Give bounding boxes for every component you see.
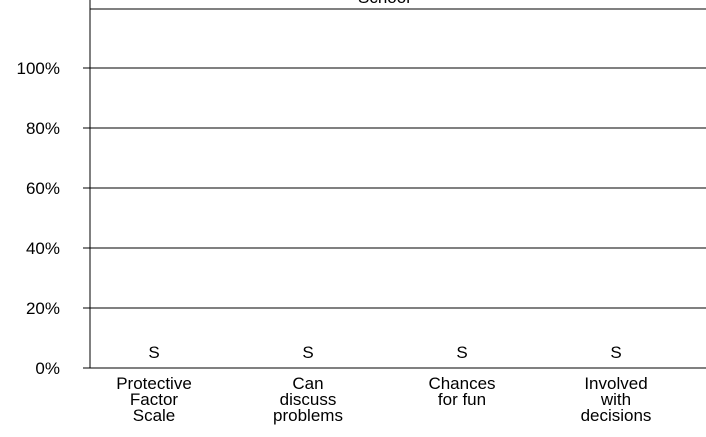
y-tick-label: 0% <box>35 359 60 378</box>
data-label: S <box>610 343 621 362</box>
y-tick-label: 60% <box>26 179 60 198</box>
chart-title: School <box>358 0 410 7</box>
y-tick-label: 100% <box>17 59 60 78</box>
y-tick-label: 20% <box>26 299 60 318</box>
data-label: S <box>148 343 159 362</box>
y-tick-label: 40% <box>26 239 60 258</box>
data-label: S <box>456 343 467 362</box>
x-tick-label: Involved with decisions <box>581 374 652 425</box>
x-tick-label: Chances for fun <box>428 374 495 409</box>
x-tick-label: Protective Factor Scale <box>116 374 192 425</box>
x-tick-label: Can discuss problems <box>273 374 343 425</box>
data-label: S <box>302 343 313 362</box>
y-tick-label: 80% <box>26 119 60 138</box>
